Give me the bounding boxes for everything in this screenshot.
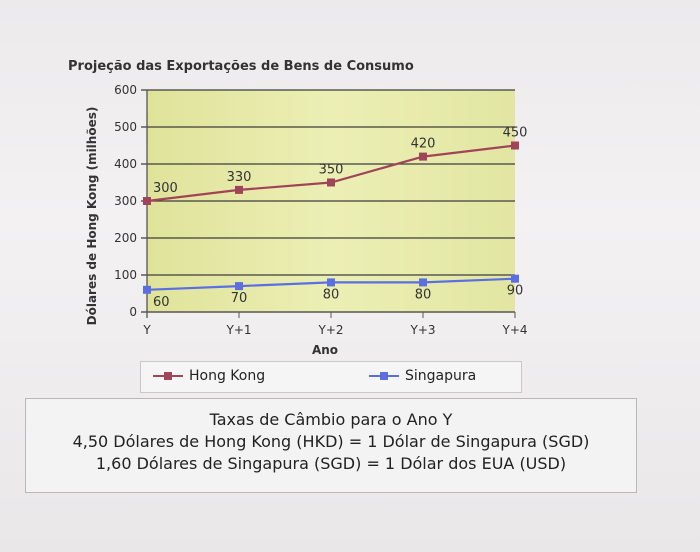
legend-item-hong-kong: Hong Kong [153, 368, 265, 384]
point-hong-kong-2 [327, 178, 335, 187]
plot-area: 0 100 200 300 400 500 600 Y Y+1 Y+2 Y+3 Y+4 300 330 35… [114, 83, 527, 337]
y-tick-label-500: 500 [114, 120, 137, 134]
data-label-hong-kong-4: 450 [503, 126, 528, 141]
point-singapura-2 [327, 278, 335, 287]
data-label-singapura-0: 60 [153, 295, 170, 310]
y-tick-label-100: 100 [114, 268, 137, 282]
x-axis-title: Ano [312, 343, 338, 357]
data-label-hong-kong-0: 300 [153, 181, 178, 196]
y-axis-title: Dólares de Hong Kong (milhões) [85, 107, 99, 326]
data-label-singapura-3: 80 [415, 287, 432, 302]
legend-swatch-singapura [369, 370, 399, 382]
data-label-singapura-2: 80 [323, 287, 340, 302]
exchange-rate-hkd-sgd: 4,50 Dólares de Hong Kong (HKD) = 1 Dóla… [72, 432, 590, 451]
point-singapura-1 [235, 282, 243, 291]
data-label-singapura-1: 70 [231, 291, 248, 306]
legend-item-singapura: Singapura [369, 368, 476, 384]
chart-title: Projeção das Exportações de Bens de Cons… [68, 59, 414, 74]
exchange-rates-title: Taxas de Câmbio para o Ano Y [209, 410, 453, 429]
x-tick-label-4: Y+4 [501, 323, 527, 337]
point-singapura-4 [511, 274, 519, 283]
chart-legend: Hong Kong Singapura [140, 361, 522, 393]
point-hong-kong-3 [419, 152, 427, 161]
y-tick-label-0: 0 [129, 305, 137, 319]
point-hong-kong-4 [511, 141, 519, 150]
exchange-rate-sgd-usd: 1,60 Dólares de Singapura (SGD) = 1 Dóla… [95, 454, 567, 473]
y-tick-label-300: 300 [114, 194, 137, 208]
point-singapura-0 [143, 285, 151, 294]
point-singapura-3 [419, 278, 427, 287]
x-tick-label-2: Y+2 [317, 323, 343, 337]
y-tick-label-200: 200 [114, 231, 137, 245]
exchange-rates-box: Taxas de Câmbio para o Ano Y 4,50 Dólare… [25, 398, 637, 493]
data-label-hong-kong-3: 420 [411, 137, 436, 152]
data-label-hong-kong-2: 350 [319, 163, 344, 178]
x-tick-label-3: Y+3 [409, 323, 435, 337]
x-tick-label-1: Y+1 [225, 323, 251, 337]
legend-label-hong-kong: Hong Kong [189, 368, 266, 384]
x-tick-label-0: Y [142, 323, 151, 337]
data-label-singapura-4: 90 [507, 284, 524, 299]
y-tick-label-400: 400 [114, 157, 137, 171]
point-hong-kong-0 [143, 197, 151, 205]
data-label-hong-kong-1: 330 [227, 170, 252, 185]
legend-swatch-hong-kong [153, 370, 183, 382]
legend-label-singapura: Singapura [405, 368, 477, 384]
point-hong-kong-1 [235, 185, 243, 194]
y-tick-label-600: 600 [114, 83, 137, 97]
